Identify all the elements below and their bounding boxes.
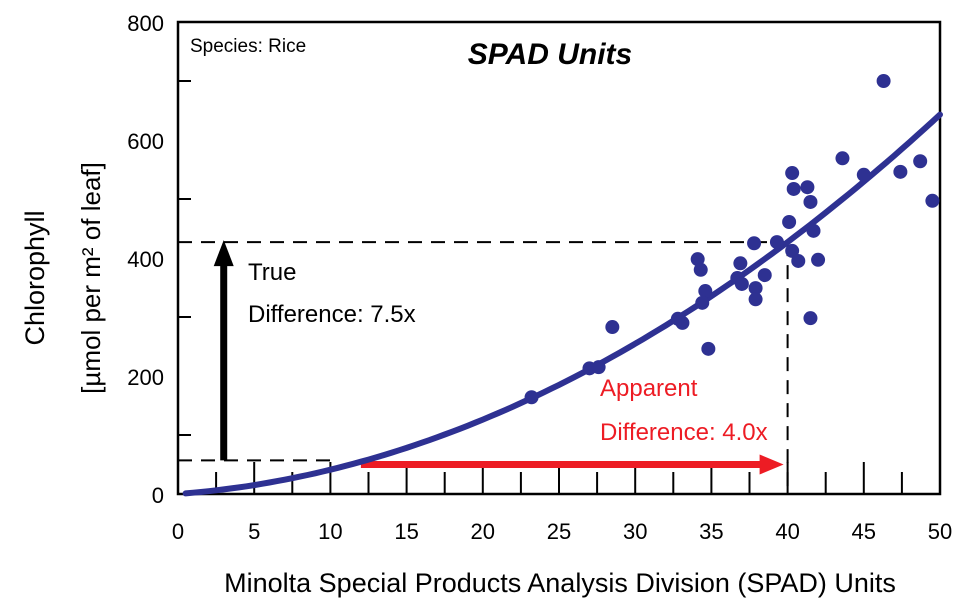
- y-axis-label-line2: [µmol per m² of leaf]: [76, 162, 106, 394]
- data-point: [524, 390, 539, 405]
- x-tick-label: 50: [928, 519, 952, 544]
- data-point: [800, 180, 815, 195]
- x-tick-label: 15: [394, 519, 418, 544]
- y-tick-label: 400: [127, 247, 164, 272]
- true-difference-label-1: True: [248, 259, 296, 286]
- x-tick-label: 10: [318, 519, 342, 544]
- x-tick-label: 30: [623, 519, 647, 544]
- marks-layer: 0 5 10 15 20 25 30 35 40 45 50 0 200 400 600 800: [127, 11, 952, 544]
- data-point: [605, 320, 620, 335]
- data-point: [693, 262, 708, 277]
- x-tick-label: 40: [775, 519, 799, 544]
- data-point: [806, 223, 821, 238]
- x-tick-label: 35: [699, 519, 723, 544]
- data-point: [803, 311, 818, 326]
- x-tick-label: 25: [547, 519, 571, 544]
- x-tick-label: 5: [248, 519, 260, 544]
- data-point: [734, 276, 749, 291]
- data-point: [733, 256, 748, 271]
- data-point: [747, 236, 762, 251]
- x-tick-label: 20: [471, 519, 495, 544]
- data-point: [785, 166, 800, 181]
- data-point: [785, 243, 800, 258]
- species-annotation: Species: Rice: [190, 36, 306, 57]
- y-tick-label: 800: [127, 11, 164, 36]
- data-point: [811, 252, 826, 267]
- data-point: [591, 360, 606, 375]
- data-point: [757, 268, 772, 283]
- chart-title: SPAD Units: [468, 38, 632, 71]
- data-point: [856, 167, 871, 182]
- y-tick-label: 600: [127, 129, 164, 154]
- apparent-difference-label-2: Difference: 4.0x: [600, 419, 768, 446]
- true-difference-arrowhead: [213, 240, 234, 267]
- data-point: [925, 193, 940, 208]
- data-point: [913, 154, 928, 169]
- data-point: [782, 215, 797, 230]
- data-point: [690, 252, 705, 267]
- data-point: [791, 253, 806, 268]
- data-point: [803, 194, 818, 209]
- apparent-difference-arrowhead: [759, 454, 784, 475]
- data-point: [698, 284, 713, 299]
- data-point: [701, 341, 716, 356]
- x-axis-label: Minolta Special Products Analysis Divisi…: [224, 568, 896, 598]
- data-point: [748, 292, 763, 307]
- y-tick-label: 0: [152, 483, 164, 508]
- data-point: [786, 181, 801, 196]
- data-point: [893, 164, 908, 179]
- data-point: [835, 151, 850, 166]
- plot-frame: [176, 20, 942, 496]
- data-point: [876, 74, 891, 88]
- true-difference-label-2: Difference: 7.5x: [248, 301, 416, 328]
- y-axis-label-line1: Chlorophyll: [20, 210, 50, 345]
- y-tick-label: 200: [127, 365, 164, 390]
- x-tick-label: 0: [172, 519, 184, 544]
- data-point: [695, 295, 710, 310]
- data-point: [670, 311, 685, 326]
- data-point: [748, 281, 763, 296]
- fit-curve: [182, 111, 943, 497]
- apparent-difference-label-1: Apparent: [600, 375, 698, 402]
- data-point: [769, 235, 784, 250]
- x-tick-label: 45: [852, 519, 876, 544]
